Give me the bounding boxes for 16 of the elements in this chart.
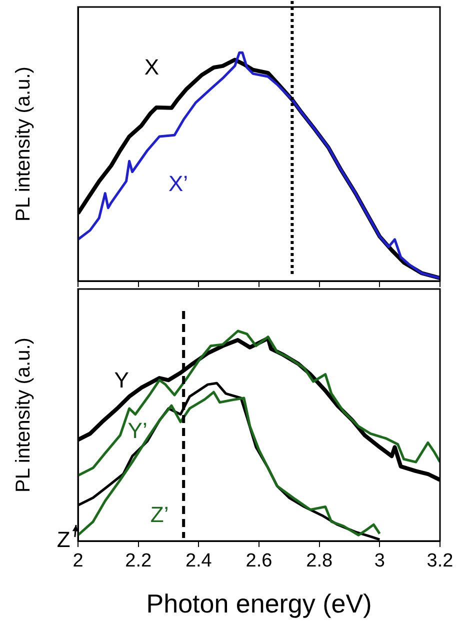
x-tick-label: 2.4 — [185, 550, 212, 572]
legend-label: Z — [56, 527, 70, 552]
series-label: Z’ — [150, 502, 169, 527]
x-tick-label: 3.2 — [426, 550, 454, 572]
x-tick-label: 2.6 — [246, 550, 272, 572]
series-label: Y’ — [128, 418, 148, 443]
series-label: Y — [114, 367, 130, 392]
series-label: X’ — [168, 171, 188, 196]
x-axis-title: Photon energy (eV) — [146, 588, 372, 619]
y-axis-title: PL intensity (a.u.) — [12, 66, 35, 222]
x-tick-label: 2 — [72, 550, 84, 572]
y-axis-title: PL intensity (a.u.) — [12, 338, 35, 492]
x-tick-label: 2.8 — [306, 550, 333, 572]
x-tick-label: 2.2 — [125, 550, 152, 572]
x-tick-label: 3 — [374, 550, 385, 572]
series-label: X — [144, 54, 160, 80]
